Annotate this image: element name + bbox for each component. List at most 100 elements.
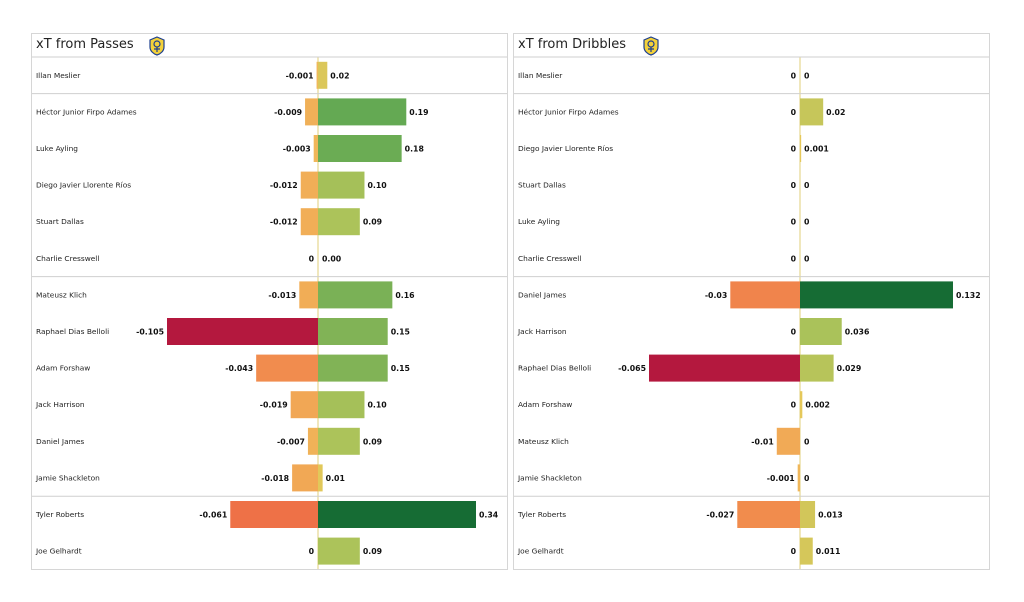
negative-value-label: -0.007	[277, 437, 305, 446]
positive-value-label: 0.001	[804, 145, 829, 154]
positive-bar	[318, 135, 402, 162]
xt-passes-chart: Illan Meslier -0.001 0.02 Héctor Junior Fir…	[32, 56, 507, 569]
positive-value-label: 0.013	[818, 511, 843, 520]
positive-value-label: 0.09	[363, 218, 382, 227]
positive-value-label: 0.19	[409, 108, 428, 117]
positive-bar	[318, 208, 360, 236]
negative-bar	[299, 281, 318, 309]
positive-value-label: 0	[804, 437, 810, 446]
chart-title: xT from Dribbles	[518, 37, 627, 52]
negative-value-label: -0.043	[225, 364, 253, 373]
negative-bar	[167, 318, 318, 345]
positive-value-label: 0.09	[363, 547, 382, 556]
positive-bar	[318, 501, 476, 528]
player-label: Mateusz Klich	[36, 290, 87, 299]
player-label: Jamie Shackleton	[35, 473, 100, 482]
negative-bar	[230, 501, 318, 528]
positive-value-label: 0	[804, 254, 810, 263]
negative-bar	[300, 171, 318, 199]
player-label: Héctor Junior Firpo Adames	[36, 107, 137, 116]
player-label: Jack Harrison	[517, 327, 567, 336]
negative-value-label: -0.065	[618, 364, 646, 373]
player-label: Mateusz Klich	[518, 437, 569, 446]
negative-value-label: 0	[791, 547, 797, 556]
player-label: Tyler Roberts	[35, 510, 84, 519]
negative-bar	[730, 281, 800, 309]
player-label: Tyler Roberts	[517, 510, 566, 519]
negative-value-label: -0.013	[268, 291, 296, 300]
negative-bar	[776, 427, 800, 455]
player-label: Illan Meslier	[518, 71, 563, 80]
player-label: Daniel James	[36, 437, 84, 446]
negative-value-label: 0	[791, 218, 797, 227]
positive-value-label: 0.16	[395, 291, 414, 300]
positive-value-label: 0.00	[322, 254, 342, 263]
positive-bar	[800, 281, 953, 309]
negative-value-label: -0.018	[261, 474, 289, 483]
positive-value-label: 0.34	[479, 511, 499, 520]
negative-value-label: 0	[309, 547, 315, 556]
negative-bar	[313, 135, 318, 162]
positive-bar	[800, 354, 834, 382]
negative-bar	[316, 61, 318, 89]
negative-value-label: -0.009	[274, 108, 302, 117]
chart-title: xT from Passes	[36, 37, 134, 52]
positive-value-label: 0.011	[816, 547, 841, 556]
player-label: Adam Forshaw	[36, 364, 90, 373]
leeds-united-crest-icon	[149, 36, 165, 56]
negative-bar	[256, 354, 318, 382]
positive-bar	[318, 98, 407, 126]
player-label: Diego Javier Llorente Ríos	[518, 144, 613, 153]
negative-value-label: -0.027	[706, 511, 734, 520]
player-label: Illan Meslier	[36, 71, 81, 80]
player-label: Raphael Dias Belloli	[36, 327, 109, 336]
negative-value-label: 0	[309, 254, 315, 263]
negative-value-label: -0.012	[270, 218, 298, 227]
positive-value-label: 0.132	[956, 291, 981, 300]
negative-bar	[305, 98, 318, 126]
positive-value-label: 0	[804, 474, 810, 483]
negative-value-label: -0.01	[751, 437, 773, 446]
positive-bar	[318, 61, 328, 89]
player-label: Joe Gelhardt	[517, 547, 564, 556]
negative-value-label: -0.003	[283, 145, 311, 154]
xt-passes-panel: xT from Passes Illan Meslier -0.001 0.02 Hé…	[31, 33, 508, 570]
positive-value-label: 0.15	[391, 364, 410, 373]
negative-value-label: 0	[791, 181, 797, 190]
player-label: Joe Gelhardt	[35, 547, 82, 556]
positive-bar	[318, 171, 365, 199]
positive-value-label: 0.029	[837, 364, 862, 373]
player-label: Diego Javier Llorente Ríos	[36, 181, 131, 190]
positive-bar	[318, 464, 323, 492]
positive-bar	[800, 391, 803, 419]
positive-value-label: 0	[804, 181, 810, 190]
negative-bar	[797, 464, 800, 492]
positive-bar	[800, 135, 802, 162]
positive-bar	[318, 318, 388, 345]
player-label: Luke Ayling	[36, 144, 78, 153]
negative-value-label: 0	[791, 254, 797, 263]
positive-bar	[318, 537, 360, 565]
positive-value-label: 0.09	[363, 437, 382, 446]
negative-value-label: 0	[791, 145, 797, 154]
player-label: Charlie Cresswell	[518, 254, 581, 263]
player-label: Jamie Shackleton	[517, 473, 582, 482]
positive-value-label: 0.02	[826, 108, 845, 117]
positive-value-label: 0.10	[367, 401, 387, 410]
negative-value-label: 0	[791, 108, 797, 117]
player-label: Luke Ayling	[518, 217, 560, 226]
player-label: Héctor Junior Firpo Adames	[518, 107, 619, 116]
positive-value-label: 0	[804, 71, 810, 80]
negative-bar	[290, 391, 318, 419]
negative-value-label: 0	[791, 401, 797, 410]
negative-bar	[307, 427, 318, 455]
negative-bar	[292, 464, 318, 492]
positive-bar	[800, 537, 813, 565]
negative-value-label: -0.061	[199, 511, 227, 520]
player-label: Jack Harrison	[35, 400, 85, 409]
positive-value-label: 0	[804, 218, 810, 227]
player-label: Raphael Dias Belloli	[518, 364, 591, 373]
positive-bar	[318, 391, 365, 419]
player-label: Charlie Cresswell	[36, 254, 99, 263]
